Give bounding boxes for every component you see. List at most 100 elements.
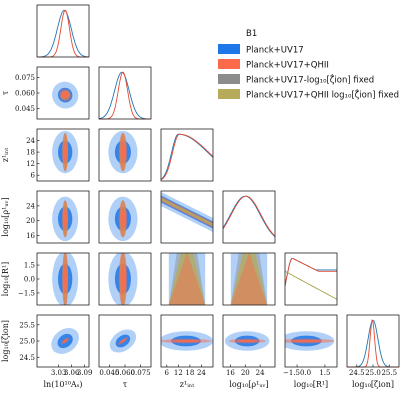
x-axis-label: τ xyxy=(123,380,128,389)
panel-5-4 xyxy=(284,314,338,368)
fan-red xyxy=(168,253,206,305)
panel-content xyxy=(52,130,79,174)
panel-2-1 xyxy=(98,128,152,182)
x-tick-label: 20 xyxy=(241,369,250,377)
panel-frame xyxy=(98,128,152,182)
fan-red xyxy=(230,253,268,305)
panel-frame xyxy=(98,252,152,306)
x-tick-label: 24 xyxy=(197,369,206,377)
x-tick-label: 0.045 xyxy=(99,369,119,377)
panel-frame xyxy=(36,4,90,58)
legend: Planck+UV17 Planck+UV17+QHII Planck+UV17-l… xyxy=(218,44,399,101)
x-axis-label: ln(10¹⁰Aₛ) xyxy=(43,380,82,389)
legend-swatch-planck_uv17_qhii xyxy=(218,59,240,69)
marginal-3 xyxy=(222,190,276,244)
panel-content xyxy=(285,331,335,351)
band-olive xyxy=(161,197,213,227)
panel-content xyxy=(168,253,206,305)
x-tick-label: 25.0 xyxy=(365,369,381,377)
x-tick-label: 18 xyxy=(185,369,194,377)
chart-title: B1 xyxy=(246,29,257,39)
legend-label-planck_uv17: Planck+UV17 xyxy=(246,46,304,56)
panel-content xyxy=(161,192,213,232)
x-tick-label: −1.50.0 xyxy=(283,369,311,377)
panel-5-2 xyxy=(160,314,214,368)
panel-4-3 xyxy=(222,252,276,306)
y-axis-label: log₁₀[ζ̇ion] xyxy=(1,320,10,362)
marginal-2 xyxy=(160,128,214,182)
y-tick-label: 12 xyxy=(26,160,35,168)
marginal-0 xyxy=(36,4,90,58)
x-axis-label: log₁₀[ρ¹ᵤᵥ] xyxy=(229,380,268,389)
contour-red-5 xyxy=(291,339,322,343)
panel-content xyxy=(52,253,79,305)
panel-content xyxy=(161,331,213,351)
marginal-curve-planck_uv17_qhii xyxy=(99,71,151,120)
x-tick-label: 3.09 xyxy=(77,369,93,377)
panel-frame xyxy=(36,128,90,182)
fan-olive xyxy=(168,253,206,305)
panel-content xyxy=(51,328,80,354)
x-axis-label: z¹ᵢₙₜ xyxy=(180,380,194,389)
panel-frame xyxy=(98,66,152,120)
panel-4-2 xyxy=(160,252,214,306)
panel-content xyxy=(108,196,138,242)
contour-red-5 xyxy=(120,208,126,230)
legend-label-planck_uv17_qhii: Planck+UV17+QHII xyxy=(246,61,329,71)
panel-content xyxy=(52,81,79,109)
x-tick-label: 6 xyxy=(165,369,170,377)
contour-red-5 xyxy=(63,263,67,295)
panel-4-0 xyxy=(36,252,90,306)
panel-frame xyxy=(36,190,90,244)
marginal-curve-planck_uv17 xyxy=(347,319,399,368)
panel-content xyxy=(224,331,270,351)
y-tick-label: 20 xyxy=(26,217,35,225)
panel-frame xyxy=(160,252,214,306)
legend-swatch-qhii_fixed xyxy=(218,89,240,99)
x-axis-label: log₁₀[ζ̇ion] xyxy=(352,380,394,389)
y-tick-label: −1.5 xyxy=(18,289,35,297)
x-tick-label: 1.5 xyxy=(319,369,330,377)
marginal-curve-planck_uv17 xyxy=(37,9,89,58)
legend-swatch-fixed xyxy=(218,74,240,84)
contour-red-5 xyxy=(62,339,68,343)
y-tick-label: 0.0 xyxy=(24,276,35,284)
panel-frame xyxy=(222,252,276,306)
x-axis-label: log₁₀[R¹] xyxy=(294,380,328,389)
y-tick-label: 6 xyxy=(31,172,36,180)
marginal-curve-planck_uv17_qhii xyxy=(37,9,89,58)
y-tick-label: 24.5 xyxy=(19,354,35,362)
contour-red-5 xyxy=(236,339,258,343)
x-tick-label: 16 xyxy=(226,369,235,377)
y-tick-label: 18 xyxy=(26,149,35,157)
panel-content xyxy=(108,130,138,174)
panel-3-1 xyxy=(98,190,152,244)
panel-frame xyxy=(160,314,214,368)
panel-frame xyxy=(284,314,338,368)
contour-red-5 xyxy=(120,338,126,344)
marginal-curve-planck_uv17 xyxy=(98,71,151,120)
panel-content xyxy=(52,196,79,242)
panel-5-0 xyxy=(36,314,90,368)
fan-olive xyxy=(230,253,268,305)
panel-frame xyxy=(160,190,214,244)
y-tick-label: 24 xyxy=(26,137,35,145)
marginal-curve-planck_uv17_qhii xyxy=(160,133,214,181)
legend-label-fixed: Planck+UV17-log₁₀[ζ̇ion] fixed xyxy=(246,74,374,86)
y-tick-label: 1.5 xyxy=(24,262,35,270)
contour-red-5 xyxy=(120,263,126,295)
y-tick-label: 24 xyxy=(26,202,35,210)
y-tick-label: 0.045 xyxy=(15,105,35,113)
panel-content xyxy=(230,253,268,305)
panel-frame xyxy=(98,190,152,244)
x-tick-label: 3.03 xyxy=(51,369,67,377)
marginal-1 xyxy=(98,66,152,120)
x-tick-label: 0.075 xyxy=(131,369,151,377)
marginal-curve-qhii_fixed xyxy=(284,270,338,300)
panel-3-0 xyxy=(36,190,90,244)
contour-red-5 xyxy=(172,339,200,343)
panel-4-1 xyxy=(98,252,152,306)
y-tick-label: 0.075 xyxy=(15,74,35,82)
